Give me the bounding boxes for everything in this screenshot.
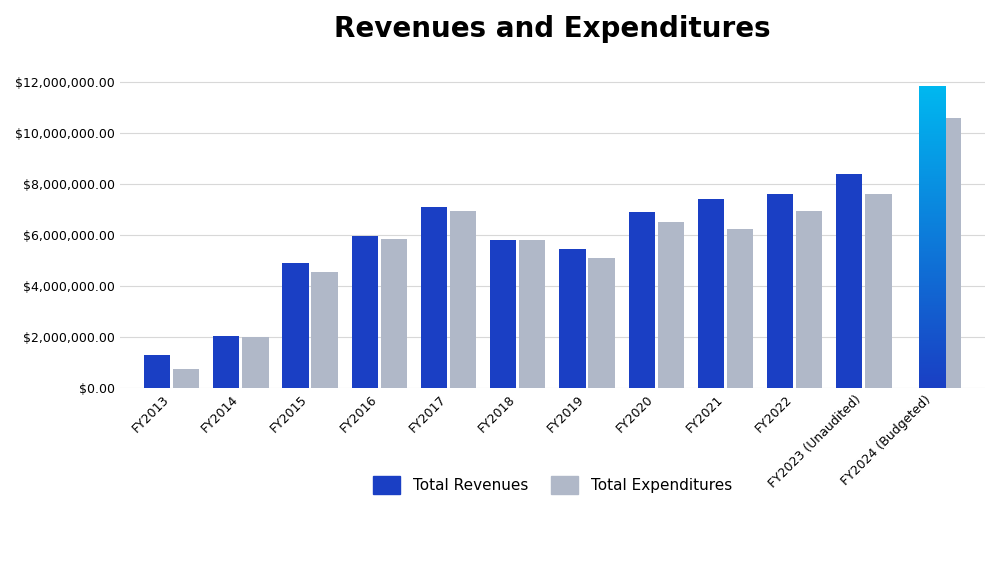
Bar [282,263,309,388]
Bar [311,272,338,388]
Bar [242,337,269,388]
Bar [698,199,724,388]
Bar [450,211,476,388]
Bar [727,229,753,388]
Bar [352,236,378,388]
Bar [173,369,199,388]
Bar [629,212,655,388]
Bar [865,194,892,388]
Bar [490,240,516,388]
Bar [144,355,170,388]
Bar [588,258,615,388]
Bar [559,249,586,388]
Bar [934,118,961,388]
Bar [213,336,239,388]
Bar [796,211,822,388]
Bar [519,240,545,388]
Bar [381,239,407,388]
Bar [421,207,447,388]
Title: Revenues and Expenditures: Revenues and Expenditures [334,15,771,43]
Bar [767,194,793,388]
Bar [658,222,684,388]
Bar [836,174,862,388]
Legend: Total Revenues, Total Expenditures: Total Revenues, Total Expenditures [367,470,738,500]
